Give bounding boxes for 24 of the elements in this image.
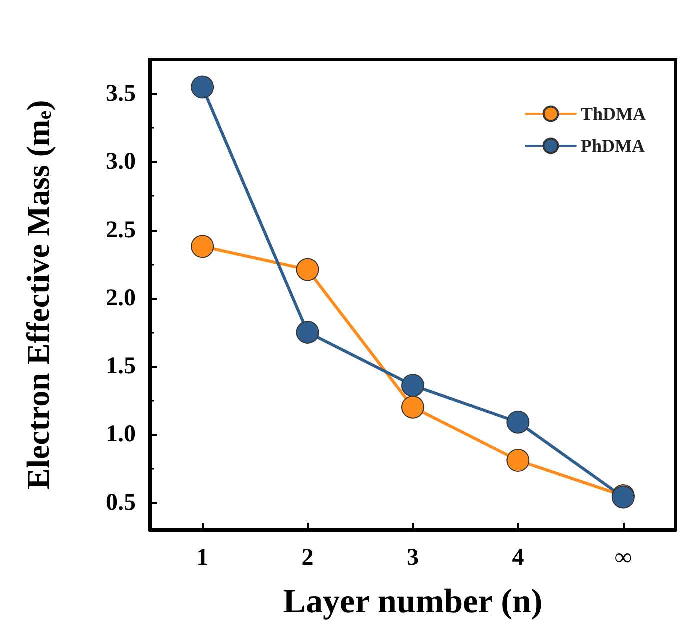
x-tick-label: 3	[407, 545, 419, 571]
y-tick-label: 1.5	[106, 354, 136, 380]
y-tick-label: 2.5	[106, 217, 136, 244]
point	[296, 258, 320, 282]
x-tick-label: 1	[196, 545, 209, 571]
y-axis-title: Electron Effective Mass (me)	[20, 100, 56, 490]
point	[296, 320, 320, 344]
y-tick-label: 0.5	[106, 490, 136, 516]
y-tick-label: 1.0	[106, 422, 136, 448]
legend-label: ThDMA	[580, 104, 646, 124]
y-tick-label: 2.0	[106, 285, 136, 312]
point	[402, 374, 424, 398]
legend-label: PhDMA	[580, 136, 645, 156]
x-tick-label: 4	[512, 545, 524, 571]
point	[506, 410, 530, 434]
x-tick-label: 2	[302, 545, 314, 571]
point	[191, 235, 214, 258]
point	[191, 76, 214, 99]
point	[402, 396, 424, 419]
x-tick-label: ∞	[614, 545, 632, 571]
x-axis-title: Layer number (n)	[283, 584, 543, 620]
y-tick-label: 3.5	[106, 81, 136, 108]
y-tick-label: 3.0	[106, 149, 136, 176]
point	[506, 449, 530, 472]
